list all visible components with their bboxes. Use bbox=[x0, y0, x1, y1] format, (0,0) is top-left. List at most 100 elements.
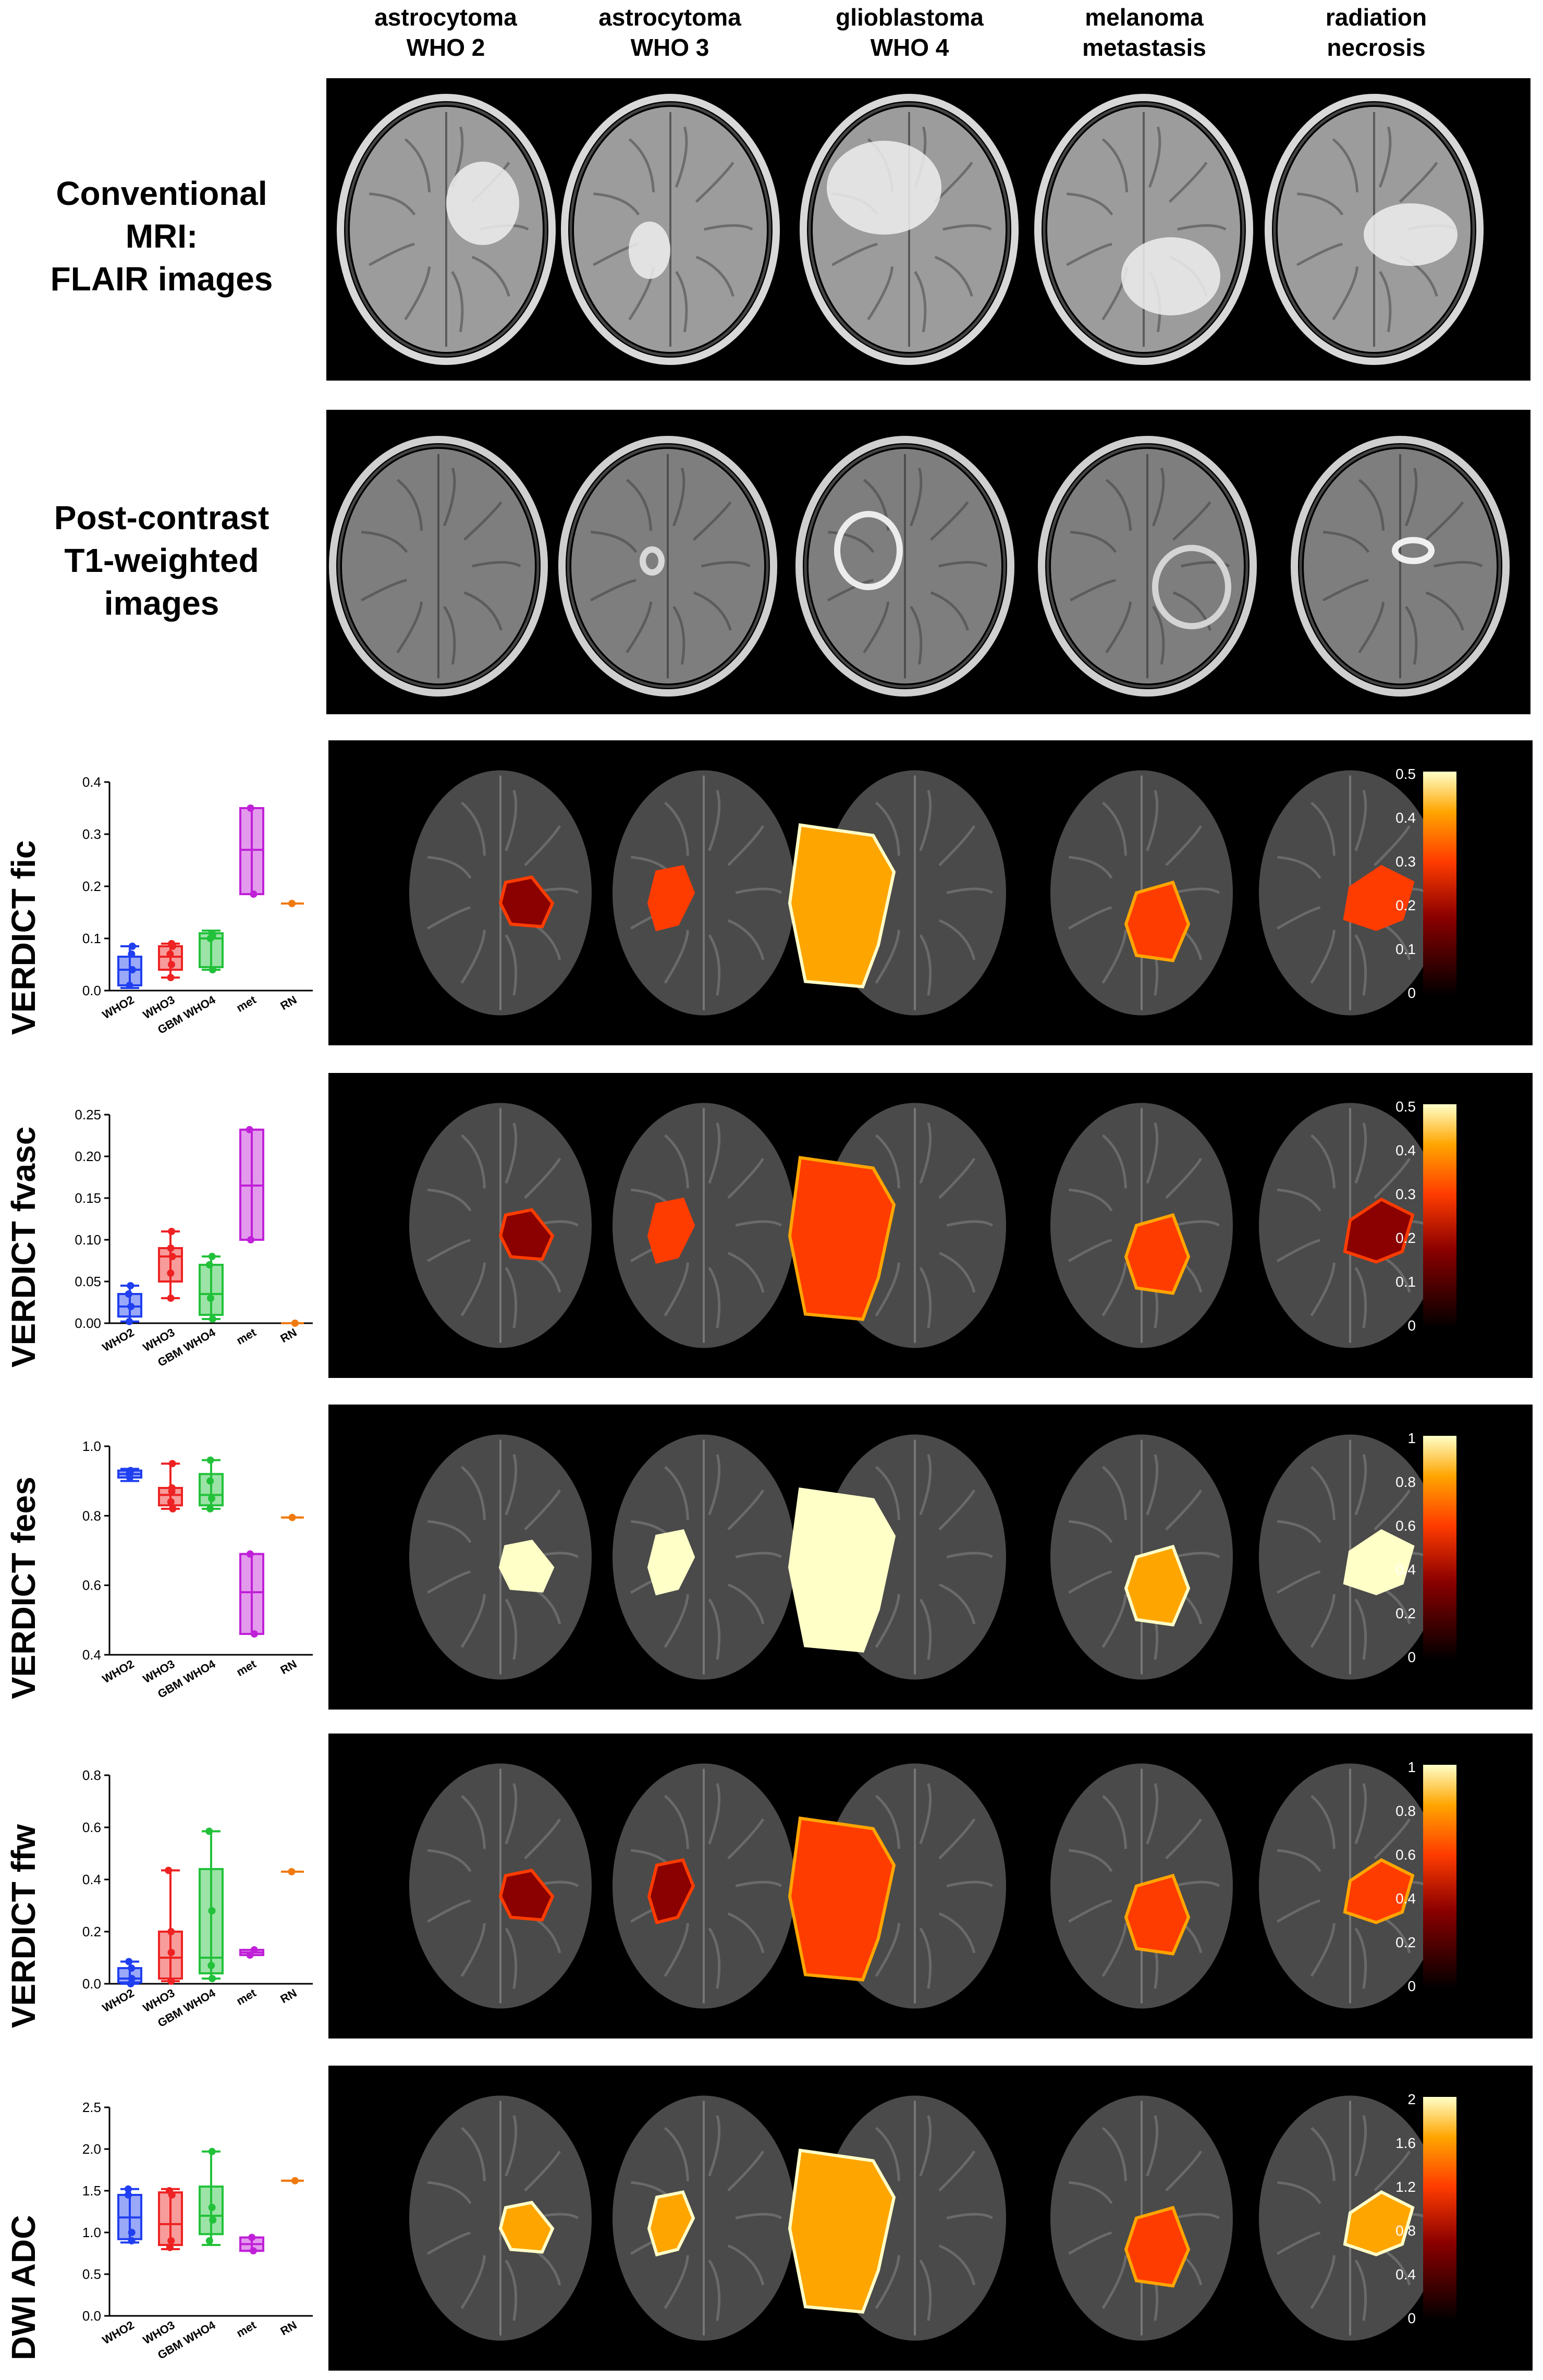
box-gbm-who4 bbox=[200, 930, 223, 973]
data-point bbox=[128, 950, 135, 958]
y-tick-label: 0.4 bbox=[82, 1647, 101, 1663]
y-tick-label: 0.5 bbox=[82, 2266, 101, 2282]
flair-lesion bbox=[827, 141, 941, 235]
colorbar-tick-label: 1.2 bbox=[1395, 2179, 1416, 2195]
parameter-map-panel: 0.5 0.4 0.3 0.2 0.1 0 bbox=[328, 740, 1533, 1045]
data-point bbox=[209, 1975, 216, 1982]
colorbar-tick-label: 0 bbox=[1407, 985, 1416, 1001]
data-point bbox=[250, 890, 257, 898]
column-header: radiation necrosis bbox=[1230, 2, 1522, 63]
colorbar-tick-label: 0.4 bbox=[1395, 2266, 1416, 2283]
colorbar-tick-label: 0.8 bbox=[1395, 2223, 1416, 2239]
colorbar-tick-label: 0.2 bbox=[1395, 1605, 1416, 1621]
flair-lesion bbox=[446, 162, 519, 245]
data-point bbox=[127, 1303, 134, 1310]
brain-slice-image bbox=[613, 1435, 795, 1680]
x-tick-label: WHO2 bbox=[100, 1986, 137, 2015]
data-point bbox=[167, 1978, 175, 1985]
data-point bbox=[209, 2216, 216, 2224]
data-point bbox=[247, 804, 254, 812]
data-point bbox=[129, 943, 136, 950]
data-point bbox=[128, 1964, 135, 1972]
parameter-map-panel: 1 0.8 0.6 0.4 0.2 0 bbox=[328, 1405, 1533, 1710]
data-point bbox=[166, 2244, 174, 2251]
colorbar-tick-label: 0.1 bbox=[1395, 941, 1416, 957]
data-point bbox=[168, 961, 175, 968]
box-met bbox=[240, 1126, 263, 1243]
brain-slice-image bbox=[1038, 97, 1250, 361]
y-tick-label: 1.5 bbox=[82, 2183, 101, 2199]
data-point bbox=[128, 2237, 136, 2244]
data-point bbox=[205, 1828, 213, 1835]
parameter-maps: 0.5 0.4 0.3 0.2 0.1 0 bbox=[328, 740, 1533, 1045]
y-tick-label: 0.2 bbox=[82, 878, 101, 894]
box-plot: 0.00.20.40.60.8WHO2 WHO3GBM WHO4 met RN bbox=[21, 1765, 313, 2005]
y-tick-label: 0.05 bbox=[75, 1274, 101, 1289]
box-met bbox=[240, 2234, 263, 2255]
box-plot-container: 0.0 0.2 0.4 0.6 0.8 WHO2 WHO3 GBM WHO4 met RN bbox=[21, 1765, 313, 2007]
colorbar-tick-label: 1 bbox=[1407, 1759, 1416, 1775]
row-title-t1: Post-contrast T1-weighted images bbox=[0, 496, 323, 625]
data-point bbox=[291, 2177, 299, 2184]
box-plot-container: 0.0 0.1 0.2 0.3 0.4 WHO2 WHO3 GBM WHO4 met RN bbox=[21, 772, 313, 1014]
y-tick-label: 0.2 bbox=[82, 1924, 101, 1939]
data-point bbox=[168, 940, 175, 947]
parameter-map-panel: 2 1.6 1.2 0.8 0.4 0 bbox=[328, 2066, 1533, 2371]
y-tick-label: 0.3 bbox=[82, 826, 101, 842]
flair-lesion bbox=[629, 222, 670, 279]
x-tick-label: RN bbox=[278, 1657, 299, 1677]
box-who3 bbox=[159, 1228, 182, 1302]
data-point bbox=[247, 1236, 254, 1243]
data-point bbox=[250, 2247, 257, 2254]
box-who3 bbox=[159, 1867, 182, 1985]
parameter-maps: 10.80.60.40.20 bbox=[328, 1734, 1533, 2039]
colorbar bbox=[1423, 2097, 1456, 2321]
y-tick-label: 1.0 bbox=[82, 1438, 101, 1454]
colorbar-tick-label: 0.6 bbox=[1395, 1518, 1416, 1534]
box-plot: 0.000.050.100.150.200.25WHO2 WHO3GBM WHO4… bbox=[21, 1104, 313, 1344]
row-title-line: T1-weighted bbox=[0, 539, 323, 582]
y-tick-label: 0.0 bbox=[82, 983, 101, 998]
t1-image-panel bbox=[326, 410, 1530, 714]
brain-slice-image bbox=[799, 440, 1011, 693]
colorbar bbox=[1423, 1436, 1456, 1660]
data-point bbox=[166, 950, 174, 958]
data-point bbox=[128, 2229, 136, 2236]
data-point bbox=[167, 1244, 175, 1252]
y-tick-label: 2.5 bbox=[82, 2100, 101, 2115]
x-tick-label: met bbox=[234, 1325, 259, 1347]
y-tick-label: 0.20 bbox=[75, 1149, 101, 1164]
parameter-map-panel: 1 0.8 0.6 0.4 0.2 0 bbox=[328, 1734, 1533, 2039]
column-header-line1: radiation bbox=[1230, 2, 1522, 32]
colorbar-tick-label: 0.8 bbox=[1395, 1803, 1416, 1819]
y-tick-label: 0.6 bbox=[82, 1820, 101, 1835]
colorbar-tick-label: 0 bbox=[1407, 1317, 1416, 1334]
colorbar-tick-label: 1 bbox=[1407, 1430, 1416, 1446]
colorbar bbox=[1423, 1765, 1456, 1989]
row-title-line: MRI: bbox=[0, 215, 323, 258]
y-tick-label: 0.15 bbox=[75, 1190, 101, 1206]
box-plot: 0.00.10.20.30.4WHO2 WHO3GBM WHO4 met RN bbox=[21, 772, 313, 1011]
brain-slice-image bbox=[1294, 440, 1506, 693]
brain-slice-image bbox=[409, 1435, 592, 1680]
data-point bbox=[167, 1270, 174, 1277]
data-point bbox=[206, 1261, 213, 1268]
box-who2 bbox=[118, 1958, 141, 1988]
data-point bbox=[167, 974, 174, 981]
box-met bbox=[240, 1946, 263, 1959]
data-point bbox=[209, 2204, 216, 2211]
y-tick-label: 0.0 bbox=[82, 2308, 101, 2324]
x-tick-label: RN bbox=[278, 2318, 299, 2338]
colorbar-tick-label: 0.6 bbox=[1395, 1847, 1416, 1863]
box-gbm-who4 bbox=[200, 1253, 223, 1323]
box-who2 bbox=[118, 2186, 141, 2244]
x-tick-label: met bbox=[234, 1986, 259, 2008]
row-title-line: Post-contrast bbox=[0, 496, 323, 539]
data-point bbox=[127, 1282, 134, 1289]
data-point bbox=[168, 1228, 175, 1235]
flair-image-panel bbox=[326, 78, 1530, 381]
brain-slice-image bbox=[409, 1764, 592, 2009]
colorbar-tick-label: 0.8 bbox=[1395, 1474, 1416, 1490]
box-rn bbox=[281, 1868, 304, 1875]
data-point bbox=[207, 1295, 214, 1302]
